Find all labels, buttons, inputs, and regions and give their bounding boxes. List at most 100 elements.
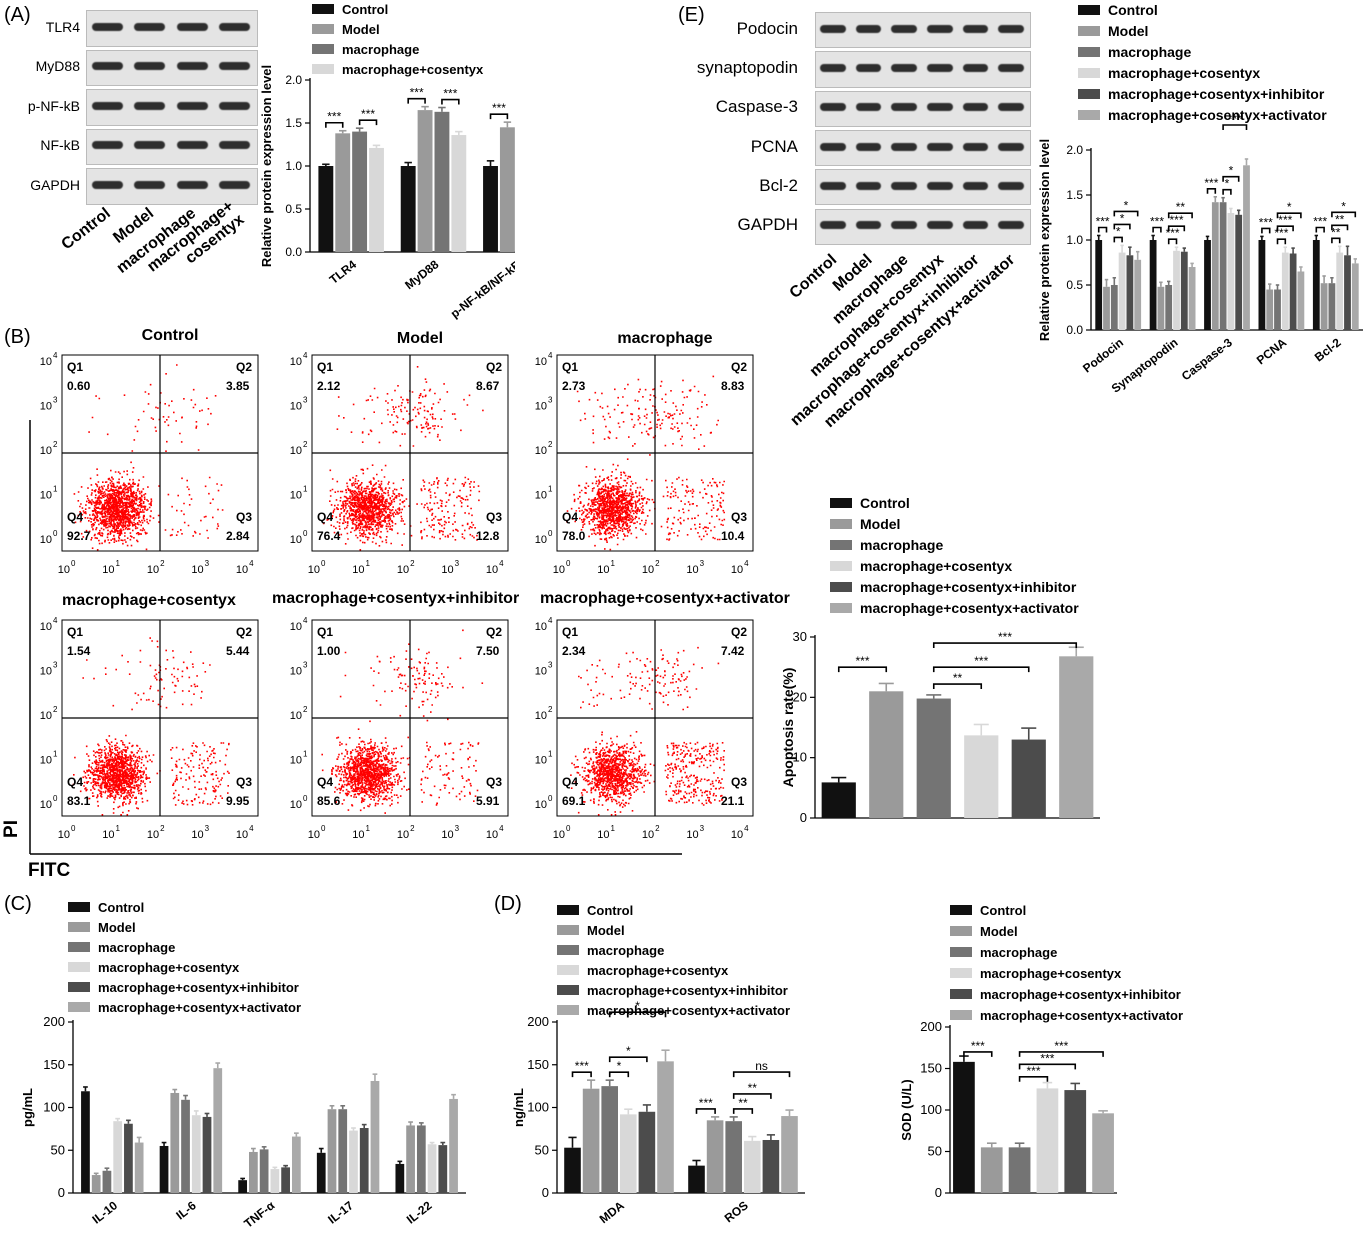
y-tick-label: 0 bbox=[58, 1185, 65, 1200]
significance-label: ** bbox=[1176, 200, 1186, 214]
y-tick-label: 10 bbox=[290, 799, 302, 811]
x-category-label: IL-17 bbox=[325, 1198, 356, 1226]
legend-swatch bbox=[950, 905, 972, 915]
y-tick-label: 50 bbox=[928, 1144, 942, 1159]
x-tick-label: 10 bbox=[731, 829, 743, 841]
legend-label: macrophage+cosentyx+activator bbox=[587, 1003, 790, 1018]
legend-swatch bbox=[312, 64, 334, 74]
flow-plot-title: macrophage+cosentyx+inhibitor bbox=[272, 590, 520, 607]
x-tick-exponent: 4 bbox=[499, 824, 504, 833]
x-tick-label: 10 bbox=[597, 829, 609, 841]
blot-band bbox=[855, 103, 882, 112]
quadrant-value: 5.91 bbox=[476, 794, 500, 808]
y-tick-label: 10 bbox=[40, 710, 52, 722]
x-category-label: TNF-α bbox=[241, 1198, 277, 1231]
legend-swatch bbox=[557, 945, 579, 955]
blot-band bbox=[855, 63, 882, 72]
significance-label: *** bbox=[998, 630, 1012, 644]
x-category-label: IL-10 bbox=[89, 1198, 120, 1226]
flow-plot-title: macrophage+cosentyx bbox=[62, 592, 236, 609]
blot-band bbox=[134, 101, 166, 110]
y-tick-exponent: 1 bbox=[303, 484, 308, 493]
y-tick-label: 150 bbox=[527, 1057, 549, 1072]
legend-label: macrophage+cosentyx+inhibitor bbox=[98, 980, 299, 995]
x-tick-label: 10 bbox=[642, 564, 654, 576]
legend-swatch bbox=[1078, 68, 1100, 78]
bar bbox=[1092, 1113, 1114, 1193]
significance-bracket bbox=[1167, 225, 1186, 232]
y-tick-label: 10 bbox=[535, 754, 547, 766]
significance-bracket bbox=[1018, 1051, 1104, 1057]
y-tick-exponent: 0 bbox=[548, 529, 553, 538]
y-tick-label: 2.0 bbox=[1066, 143, 1083, 157]
bar bbox=[427, 1144, 437, 1193]
x-tick-exponent: 4 bbox=[499, 559, 504, 568]
bar bbox=[744, 1140, 761, 1193]
bar bbox=[964, 735, 999, 818]
significance-bracket bbox=[1018, 1076, 1049, 1082]
x-tick-exponent: 1 bbox=[366, 824, 371, 833]
bar bbox=[181, 1099, 190, 1193]
y-tick-label: 150 bbox=[43, 1057, 65, 1072]
bar bbox=[213, 1068, 223, 1193]
blot-band bbox=[891, 181, 917, 190]
bar bbox=[499, 127, 515, 252]
y-tick-label: 30 bbox=[793, 629, 807, 644]
legend-swatch bbox=[68, 922, 90, 932]
legend-label: macrophage bbox=[98, 940, 175, 955]
bar bbox=[869, 691, 904, 818]
x-category-label: MDA bbox=[597, 1198, 627, 1226]
y-tick-label: 10 bbox=[40, 445, 52, 457]
blot-band bbox=[176, 180, 208, 189]
x-category-label: IL-6 bbox=[173, 1198, 199, 1222]
quadrant-value: 1.00 bbox=[317, 644, 341, 658]
y-axis-title: Apoptosis rate(%) bbox=[780, 668, 796, 788]
blot-strip bbox=[815, 208, 1031, 245]
significance-label: *** bbox=[1204, 176, 1218, 190]
flow-dots bbox=[72, 637, 230, 816]
legend-swatch bbox=[557, 985, 579, 995]
significance-label: *** bbox=[410, 86, 424, 100]
y-tick-label: 10 bbox=[535, 799, 547, 811]
bar bbox=[601, 1086, 618, 1193]
quadrant-name: Q2 bbox=[731, 360, 747, 374]
blot-row-label: synaptopodin bbox=[696, 57, 798, 77]
bar bbox=[1103, 286, 1110, 330]
y-tick-label: 200 bbox=[527, 1014, 549, 1029]
flow-dots bbox=[73, 364, 224, 551]
bar bbox=[1165, 285, 1173, 330]
x-tick-exponent: 2 bbox=[655, 559, 660, 568]
significance-bracket bbox=[963, 1051, 993, 1057]
blot-band bbox=[91, 180, 123, 189]
y-tick-exponent: 4 bbox=[548, 616, 553, 625]
significance-bracket bbox=[932, 642, 1078, 649]
panel-label-e: (E) bbox=[678, 4, 705, 26]
legend-swatch bbox=[830, 498, 852, 508]
blot-band bbox=[998, 142, 1024, 151]
bar bbox=[1173, 250, 1180, 330]
y-tick-label: 10 bbox=[535, 400, 547, 412]
bar bbox=[1320, 283, 1328, 330]
legend-label: macrophage+cosentyx+activator bbox=[860, 600, 1079, 616]
legend-label: macrophage+cosentyx+inhibitor bbox=[587, 983, 788, 998]
x-tick-label: 10 bbox=[553, 829, 565, 841]
y-axis-title: Relative protein expression level bbox=[259, 65, 274, 267]
flow-plot: Q10.60Q23.85Q492.7Q32.841001001011011021… bbox=[40, 351, 259, 576]
bar bbox=[170, 1092, 180, 1193]
quadrant-value: 21.1 bbox=[721, 794, 745, 808]
legend-label: macrophage+cosentyx bbox=[342, 62, 484, 77]
x-tick-exponent: 4 bbox=[249, 824, 254, 833]
x-tick-exponent: 3 bbox=[205, 824, 210, 833]
legend-swatch bbox=[312, 44, 334, 54]
blot-band bbox=[998, 103, 1024, 112]
bar bbox=[1126, 255, 1134, 330]
significance-bracket bbox=[1152, 226, 1162, 233]
significance-bracket bbox=[932, 666, 1030, 673]
x-tick-label: 10 bbox=[236, 564, 248, 576]
blot-band bbox=[819, 24, 846, 33]
x-category-label: PCNA bbox=[1254, 335, 1290, 367]
x-tick-exponent: 1 bbox=[116, 559, 121, 568]
bar bbox=[1289, 253, 1297, 330]
flow-y-axis-title: PI bbox=[0, 820, 22, 838]
x-tick-label: 10 bbox=[102, 564, 114, 576]
